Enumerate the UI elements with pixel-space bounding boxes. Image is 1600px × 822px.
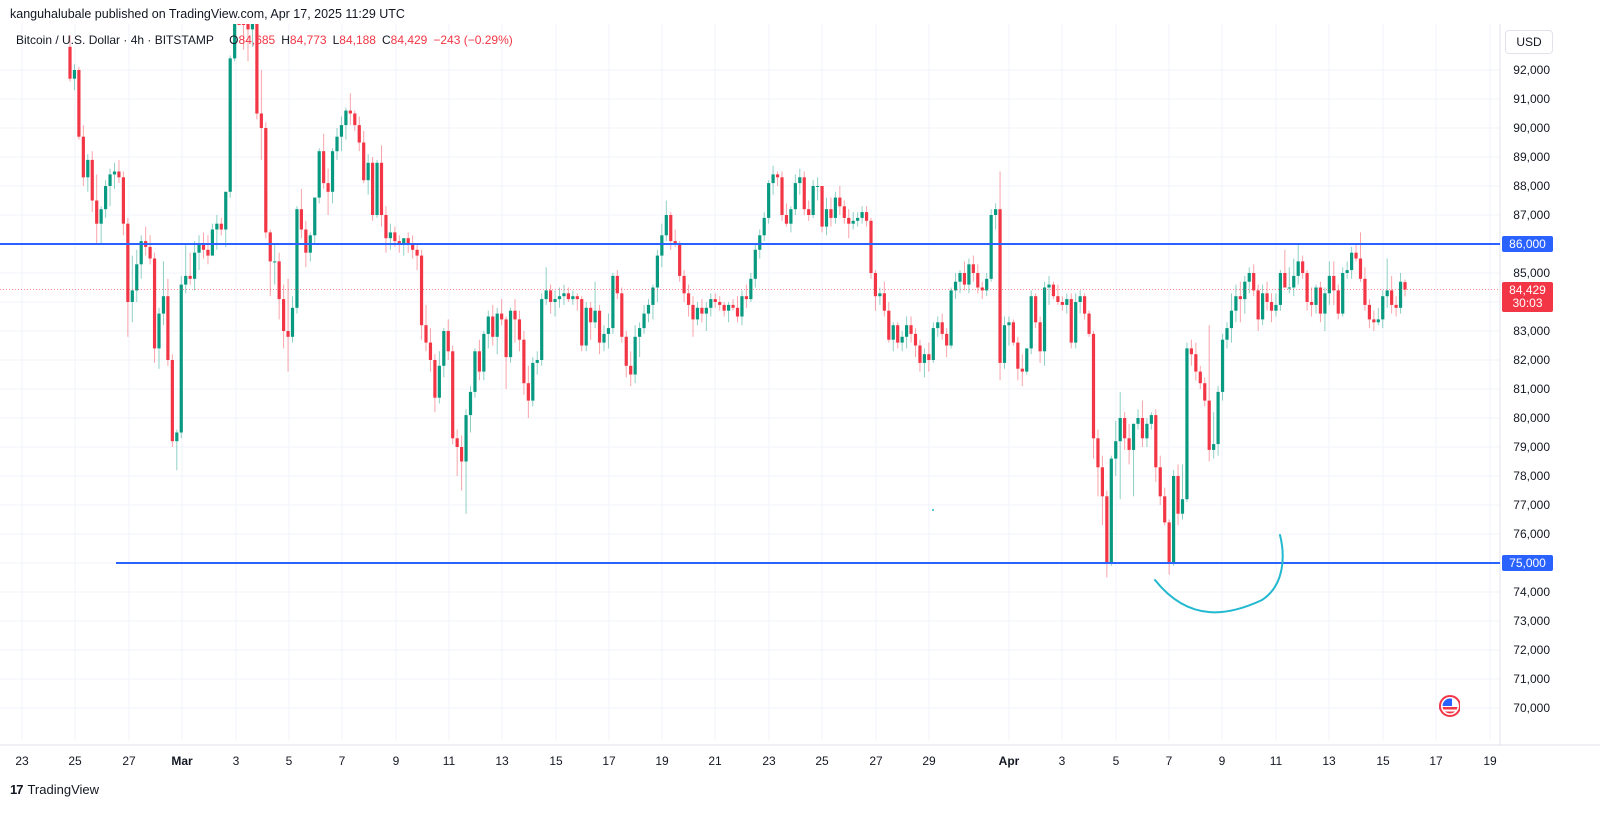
time-tick: 27 [869,754,883,768]
price-tick: 90,000 [1513,121,1550,135]
chart-area[interactable] [0,24,1600,822]
us-flag-icon[interactable] [1436,694,1460,718]
time-tick: Mar [171,754,193,768]
time-tick: 17 [602,754,616,768]
time-tick: 19 [655,754,669,768]
time-tick: 7 [1165,754,1173,768]
last-price-label: 84,429 30:03 [1502,281,1553,312]
footer: 17 TradingView [10,782,99,797]
price-tick: 72,000 [1513,643,1550,657]
level-price-label: 75,000 [1502,555,1553,571]
price-tick: 82,000 [1513,353,1550,367]
low-value: 84,188 [339,33,376,47]
time-tick: 7 [338,754,346,768]
time-tick: 11 [1269,754,1283,768]
close-label: C [381,33,391,47]
symbol-title[interactable]: Bitcoin / U.S. Dollar · 4h · BITSTAMP [16,33,214,47]
time-tick: 23 [15,754,29,768]
tradingview-logo-icon[interactable]: 17 [10,782,24,797]
price-tick: 79,000 [1513,440,1550,454]
price-tick: 78,000 [1513,469,1550,483]
time-tick: 11 [442,754,456,768]
close-value: 84,429 [390,33,428,47]
change-value: −243 (−0.29%) [433,33,513,47]
brand-name[interactable]: TradingView [27,782,100,797]
time-tick: 9 [1218,754,1226,768]
time-tick: 3 [1058,754,1066,768]
high-value: 84,773 [289,33,327,47]
candlestick-chart[interactable] [0,24,1600,822]
price-tick: 92,000 [1513,63,1550,77]
price-tick: 80,000 [1513,411,1550,425]
open-value: 84,685 [238,33,276,47]
symbol-legend: Bitcoin / U.S. Dollar · 4h · BITSTAMP O8… [16,33,513,47]
low-label: L [332,33,340,47]
price-tick: 74,000 [1513,585,1550,599]
time-tick: 25 [68,754,82,768]
price-tick: 83,000 [1513,324,1550,338]
price-tick: 71,000 [1513,672,1550,686]
price-tick: 76,000 [1513,527,1550,541]
price-tick: 87,000 [1513,208,1550,222]
publisher-line: kanguhalubale published on TradingView.c… [10,7,405,21]
time-tick: 5 [1112,754,1120,768]
price-tick: 70,000 [1513,701,1550,715]
time-tick: 25 [815,754,829,768]
price-tick: 91,000 [1513,92,1550,106]
time-tick: 5 [285,754,293,768]
time-tick: 13 [1322,754,1336,768]
price-tick: 81,000 [1513,382,1550,396]
time-tick: Apr [998,754,1020,768]
time-tick: 15 [1376,754,1390,768]
time-tick: 13 [495,754,509,768]
time-tick: 17 [1429,754,1443,768]
time-tick: 23 [762,754,776,768]
price-tick: 77,000 [1513,498,1550,512]
last-price-value: 84,429 [1509,282,1546,297]
price-tick: 85,000 [1513,266,1550,280]
time-tick: 27 [122,754,136,768]
currency-button[interactable]: USD [1505,30,1553,54]
time-tick: 15 [549,754,563,768]
time-tick: 9 [392,754,400,768]
time-tick: 19 [1483,754,1497,768]
price-tick: 88,000 [1513,179,1550,193]
time-tick: 21 [708,754,722,768]
price-tick: 89,000 [1513,150,1550,164]
open-label: O [229,33,239,47]
high-label: H [281,33,290,47]
price-tick: 73,000 [1513,614,1550,628]
time-tick: 29 [922,754,936,768]
time-tick: 3 [232,754,240,768]
bar-countdown: 30:03 [1512,295,1543,310]
level-price-label: 86,000 [1502,236,1553,252]
